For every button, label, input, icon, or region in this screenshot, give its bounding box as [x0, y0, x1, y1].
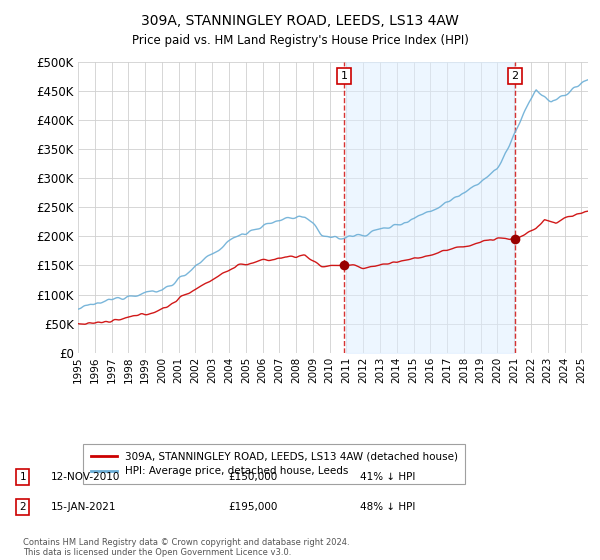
- Text: 2: 2: [511, 71, 518, 81]
- Text: 2: 2: [19, 502, 26, 512]
- Text: 309A, STANNINGLEY ROAD, LEEDS, LS13 4AW: 309A, STANNINGLEY ROAD, LEEDS, LS13 4AW: [141, 14, 459, 28]
- Text: 15-JAN-2021: 15-JAN-2021: [51, 502, 116, 512]
- Text: 12-NOV-2010: 12-NOV-2010: [51, 472, 121, 482]
- Text: Contains HM Land Registry data © Crown copyright and database right 2024.
This d: Contains HM Land Registry data © Crown c…: [23, 538, 349, 557]
- Text: Price paid vs. HM Land Registry's House Price Index (HPI): Price paid vs. HM Land Registry's House …: [131, 34, 469, 46]
- Text: £195,000: £195,000: [228, 502, 277, 512]
- Text: 1: 1: [341, 71, 348, 81]
- Text: £150,000: £150,000: [228, 472, 277, 482]
- Text: 41% ↓ HPI: 41% ↓ HPI: [360, 472, 415, 482]
- Text: 1: 1: [19, 472, 26, 482]
- Legend: 309A, STANNINGLEY ROAD, LEEDS, LS13 4AW (detached house), HPI: Average price, de: 309A, STANNINGLEY ROAD, LEEDS, LS13 4AW …: [83, 444, 465, 484]
- Text: 48% ↓ HPI: 48% ↓ HPI: [360, 502, 415, 512]
